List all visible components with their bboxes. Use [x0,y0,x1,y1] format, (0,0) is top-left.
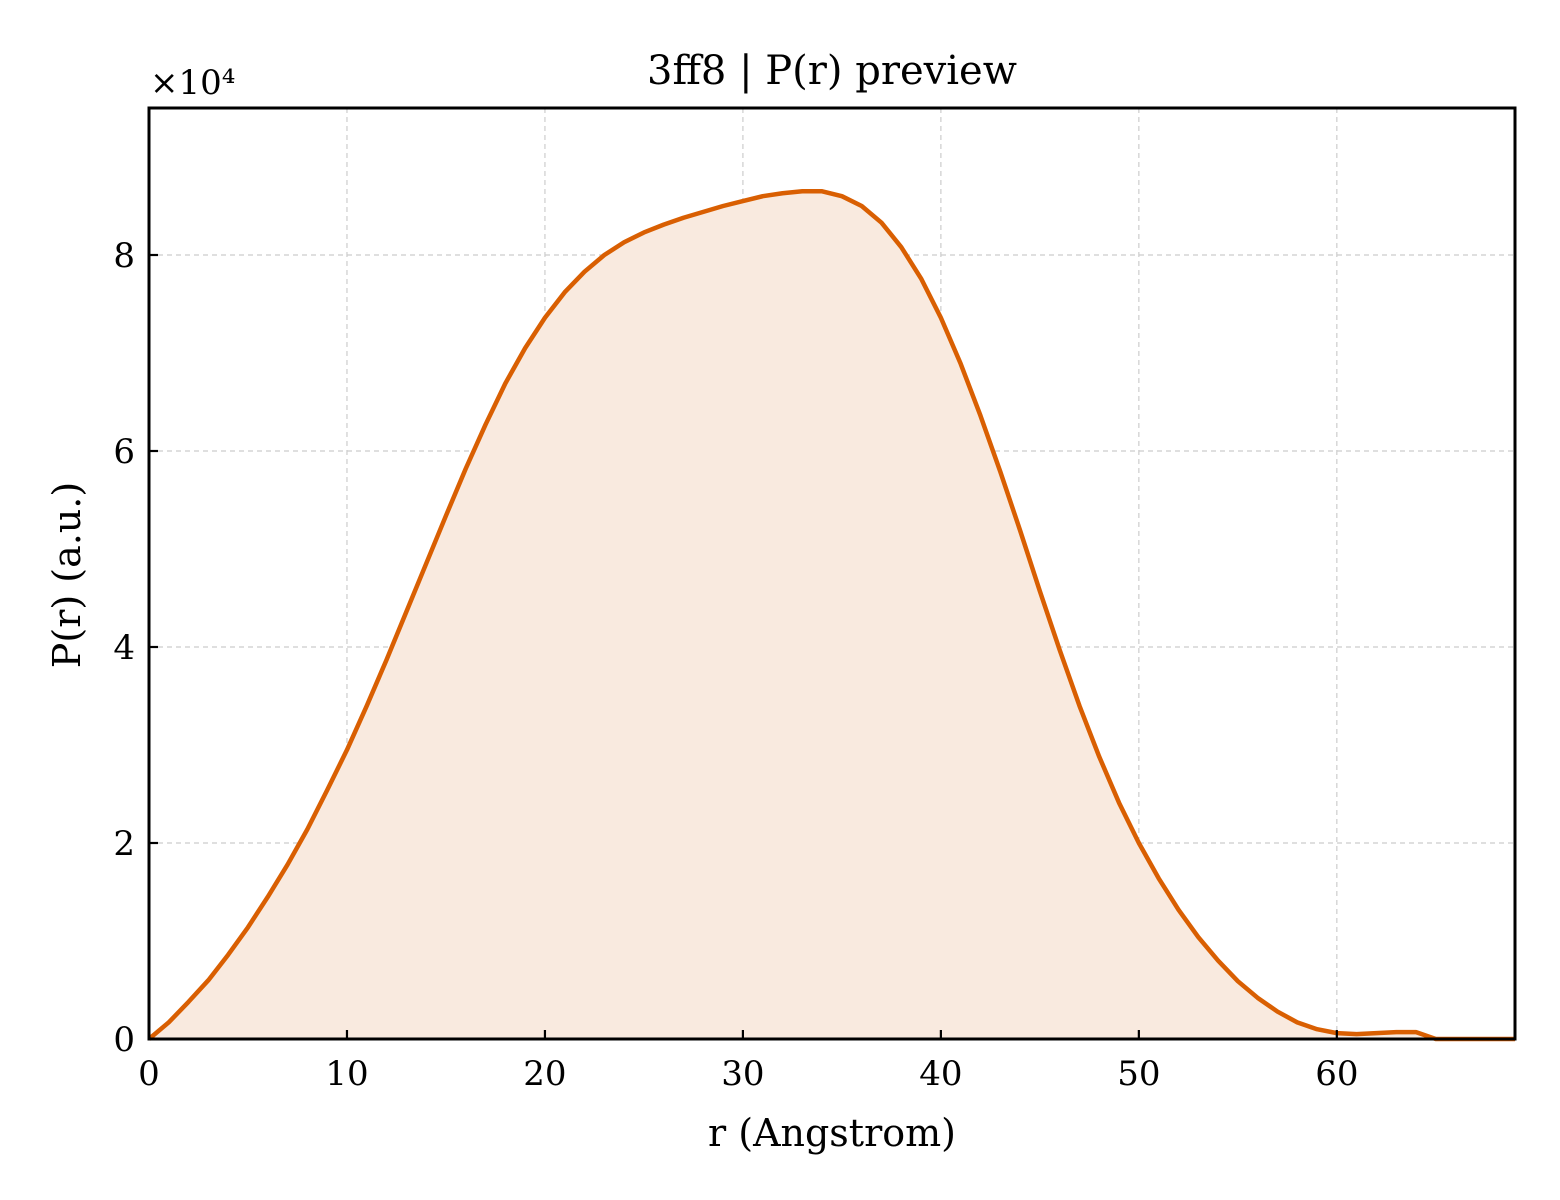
x-axis-title: r (Angstrom) [708,1111,956,1155]
chart-title: 3ff8 | P(r) preview [647,48,1017,94]
x-tick-label: 0 [138,1054,160,1094]
y-tick-label: 2 [113,824,135,864]
y-tick-label: 6 [113,432,135,472]
x-tick-label: 60 [1315,1054,1358,1094]
x-axis: 0 10 20 30 40 50 60 [138,1030,1358,1094]
series-line [147,189,1515,1042]
y-axis-title: P(r) (a.u.) [45,482,89,668]
area-fill [149,191,1515,1040]
x-tick-label: 50 [1117,1054,1160,1094]
y-axis: 0 2 4 6 8 [113,236,158,1060]
y-multiplier-label: ×10⁴ [150,63,235,103]
x-tick-label: 30 [721,1054,764,1094]
plot-frame [147,106,1517,1041]
y-tick-label: 0 [113,1020,135,1060]
x-tick-label: 20 [523,1054,566,1094]
y-tick-label: 4 [113,628,135,668]
x-tick-label: 40 [919,1054,962,1094]
y-tick-label: 8 [113,236,135,276]
x-tick-label: 10 [325,1054,368,1094]
